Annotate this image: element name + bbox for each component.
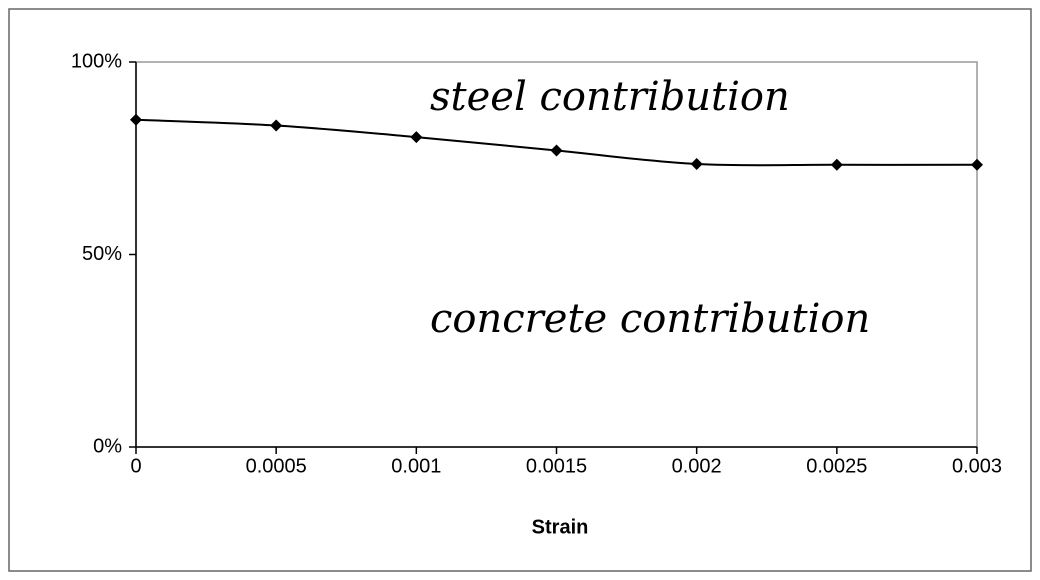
y-tick-label: 100% [71,50,122,72]
x-tick-label: 0.0015 [526,455,587,477]
x-tick-label: 0.0005 [246,455,307,477]
data-point [270,119,283,132]
annotation: concrete contribution [430,296,870,342]
data-point [130,113,142,126]
y-tick-label: 0% [93,435,122,457]
data-point [410,131,423,144]
x-axis-label: Strain [532,516,589,538]
annotation: steel contribution [430,74,790,120]
x-tick-label: 0.003 [952,455,1002,477]
y-tick-label: 50% [82,243,122,265]
data-point [971,158,983,171]
x-tick-label: 0.0025 [806,455,867,477]
x-tick-label: 0.002 [672,455,722,477]
chart-border [8,8,1032,572]
data-point [830,158,843,171]
data-point [550,144,563,157]
x-tick-label: 0 [130,455,141,477]
data-point [690,158,703,171]
x-tick-label: 0.001 [391,455,441,477]
